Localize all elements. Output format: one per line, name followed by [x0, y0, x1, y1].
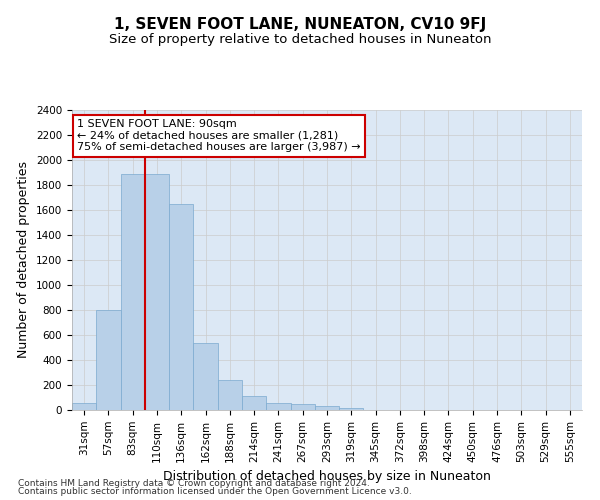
Bar	[193, 343, 218, 410]
Bar	[169, 204, 193, 410]
Bar	[145, 174, 169, 410]
Bar	[266, 402, 290, 410]
Text: 1 SEVEN FOOT LANE: 90sqm
← 24% of detached houses are smaller (1,281)
75% of sem: 1 SEVEN FOOT LANE: 90sqm ← 24% of detach…	[77, 119, 361, 152]
Bar	[96, 310, 121, 410]
Bar	[121, 174, 145, 410]
Bar	[242, 396, 266, 410]
Y-axis label: Number of detached properties: Number of detached properties	[17, 162, 31, 358]
Text: 1, SEVEN FOOT LANE, NUNEATON, CV10 9FJ: 1, SEVEN FOOT LANE, NUNEATON, CV10 9FJ	[114, 18, 486, 32]
Bar	[339, 408, 364, 410]
Text: Contains HM Land Registry data © Crown copyright and database right 2024.: Contains HM Land Registry data © Crown c…	[18, 478, 370, 488]
Text: Contains public sector information licensed under the Open Government Licence v3: Contains public sector information licen…	[18, 487, 412, 496]
Bar	[315, 406, 339, 410]
Text: Size of property relative to detached houses in Nuneaton: Size of property relative to detached ho…	[109, 32, 491, 46]
Bar	[290, 404, 315, 410]
Bar	[72, 402, 96, 410]
X-axis label: Distribution of detached houses by size in Nuneaton: Distribution of detached houses by size …	[163, 470, 491, 483]
Bar	[218, 380, 242, 410]
